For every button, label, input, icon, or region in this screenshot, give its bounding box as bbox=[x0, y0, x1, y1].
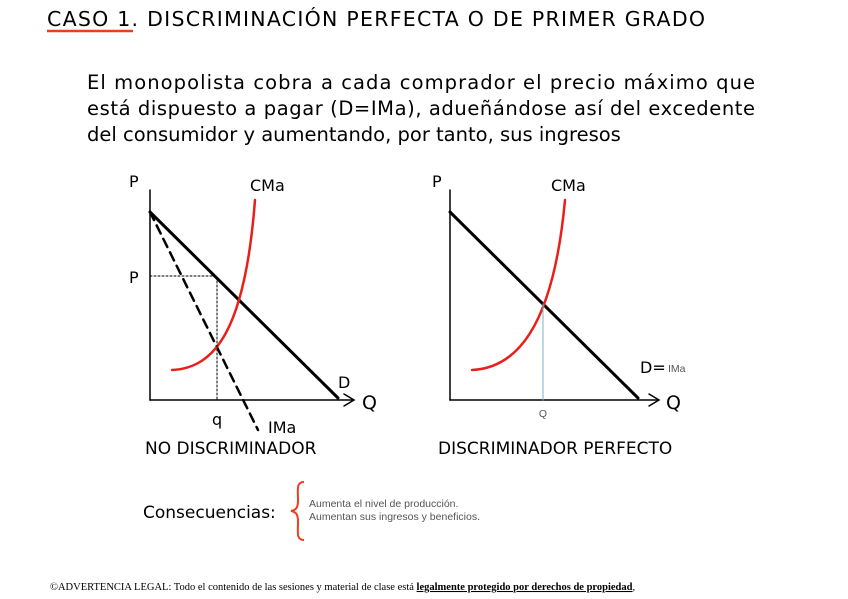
axis-label: Q bbox=[666, 392, 681, 414]
diagram-caption: NO DISCRIMINADOR bbox=[145, 439, 317, 459]
intro-line: está dispuesto a pagar (D=IMa), adueñánd… bbox=[87, 97, 755, 120]
axis-label: P bbox=[432, 172, 442, 191]
cost-curve bbox=[170, 198, 257, 372]
consequence-item: Aumentan sus ingresos y beneficios. bbox=[309, 511, 480, 523]
curve-label: D= bbox=[640, 358, 666, 377]
legal-text: ©ADVERTENCIA LEGAL: Todo el contenido de… bbox=[50, 582, 417, 593]
right-diagram bbox=[448, 189, 661, 407]
curve-label: IMa bbox=[268, 418, 296, 437]
legal-emphasis: legalmente protegido por derechos de pro… bbox=[417, 582, 633, 593]
demand-line bbox=[148, 210, 340, 400]
slide-title: CASO 1. DISCRIMINACIÓN PERFECTA O DE PRI… bbox=[47, 6, 705, 31]
curve-label: CMa bbox=[250, 176, 285, 195]
arrow bbox=[343, 393, 356, 407]
left-diagram bbox=[148, 189, 356, 432]
price-label: P bbox=[129, 268, 139, 287]
legal-notice: ©ADVERTENCIA LEGAL: Todo el contenido de… bbox=[50, 582, 635, 593]
consequences-label: Consecuencias: bbox=[143, 503, 276, 523]
curve-note: IMa bbox=[668, 363, 686, 375]
quantity-label: q bbox=[212, 410, 222, 429]
curve-label: D bbox=[338, 373, 350, 392]
cost-curve bbox=[470, 198, 567, 372]
price-guide bbox=[149, 275, 218, 401]
arrow bbox=[648, 393, 661, 407]
marginal-revenue-line bbox=[148, 210, 260, 432]
diagram-caption: DISCRIMINADOR PERFECTO bbox=[438, 439, 672, 459]
axis-label: P bbox=[129, 172, 139, 191]
curve-label: CMa bbox=[551, 176, 586, 195]
legal-end: , bbox=[632, 582, 635, 593]
consequence-item: Aumenta el nivel de producción. bbox=[309, 498, 458, 510]
brace bbox=[290, 481, 305, 541]
quantity-label: Q bbox=[539, 408, 547, 420]
intro-line: El monopolista cobra a cada comprador el… bbox=[87, 71, 755, 94]
axis-label: Q bbox=[362, 392, 377, 414]
intro-line: del consumidor y aumentando, por tanto, … bbox=[87, 123, 621, 146]
